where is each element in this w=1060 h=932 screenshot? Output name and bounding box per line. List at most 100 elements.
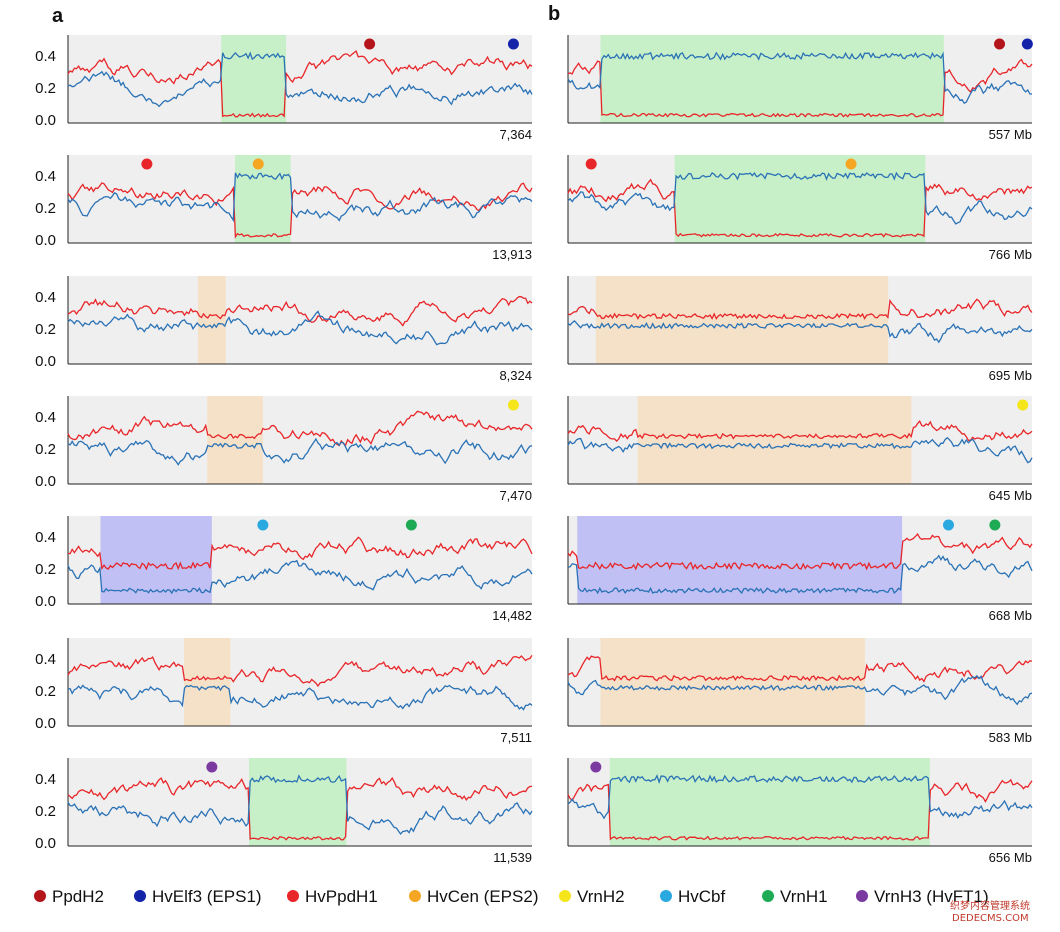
panel-end-label: 645 Mb — [989, 488, 1032, 503]
panel-end-label: 11,539 — [493, 850, 532, 865]
panel-a-4: 0.4 0.2 0.0 7,470 — [35, 396, 533, 503]
legend-label: VrnH3 (HvFT1) — [874, 887, 989, 906]
series-line-blue — [67, 51, 533, 108]
panel-end-label: 7,470 — [499, 488, 532, 503]
legend-swatch — [409, 890, 421, 902]
series-line-blue — [567, 774, 1033, 820]
plot-background — [68, 35, 532, 123]
series-line-blue — [67, 437, 533, 466]
gene-marker — [507, 38, 519, 50]
highlight-region — [235, 155, 291, 243]
legend-item: VrnH3 (HvFT1) — [856, 887, 989, 906]
highlight-region — [600, 638, 865, 726]
panel-end-label: 583 Mb — [989, 730, 1032, 745]
panel-end-label: 668 Mb — [989, 608, 1032, 623]
gene-marker — [1017, 399, 1029, 411]
panel-a-7: 0.4 0.2 0.0 11,539 — [35, 758, 533, 865]
panel-end-label: 656 Mb — [989, 850, 1032, 865]
series-line-red — [67, 776, 533, 841]
y-tick-label: 0.4 — [35, 289, 56, 306]
legend-label: HvCen (EPS2) — [427, 887, 538, 906]
series-line-red — [567, 58, 1033, 118]
series-line-blue — [67, 684, 533, 711]
highlight-region — [100, 516, 212, 604]
series-line-red — [567, 178, 1033, 238]
series-line-red — [567, 420, 1033, 443]
legend-swatch — [559, 890, 571, 902]
legend-swatch — [856, 890, 868, 902]
gene-marker — [405, 519, 417, 531]
legend-label: VrnH2 — [577, 887, 625, 906]
legend-swatch — [134, 890, 146, 902]
plot-background — [68, 638, 532, 726]
series-line-red — [67, 295, 533, 327]
legend-swatch — [762, 890, 774, 902]
gene-marker — [257, 519, 269, 531]
panel-a-2: 0.4 0.2 0.0 13,913 — [35, 155, 533, 262]
y-tick-label: 0.0 — [35, 232, 56, 249]
y-tick-label: 0.4 — [35, 48, 56, 65]
panel-a-5: 0.4 0.2 0.0 14,482 — [35, 516, 533, 623]
panel-a-6: 0.4 0.2 0.0 7,511 — [35, 638, 533, 745]
panel-end-label: 557 Mb — [989, 127, 1032, 142]
y-tick-label: 0.0 — [35, 473, 56, 490]
y-tick-label: 0.0 — [35, 715, 56, 732]
legend-item: HvElf3 (EPS1) — [134, 887, 262, 906]
series-line-red — [67, 410, 533, 447]
panel-end-label: 13,913 — [492, 247, 532, 262]
y-tick-label: 0.2 — [35, 683, 56, 700]
gene-marker — [364, 38, 376, 50]
highlight-region — [609, 758, 930, 846]
series-line-blue — [67, 774, 533, 836]
highlight-region — [674, 155, 926, 243]
gene-marker — [994, 38, 1006, 50]
panel-b-1: 557 Mb — [567, 35, 1033, 142]
series-line-red — [567, 298, 1033, 320]
panel-b-6: 583 Mb — [567, 638, 1033, 745]
gene-marker — [206, 761, 218, 773]
series-line-blue — [67, 172, 533, 223]
gene-marker — [942, 519, 954, 531]
series-line-blue — [567, 320, 1033, 344]
panel-end-label: 8,324 — [499, 368, 532, 383]
series-line-red — [567, 533, 1033, 571]
gene-marker — [1021, 38, 1033, 50]
y-tick-label: 0.4 — [35, 771, 56, 788]
series-line-red — [67, 536, 533, 571]
legend-label: VrnH1 — [780, 887, 828, 906]
panel-b-5: 668 Mb — [567, 516, 1033, 623]
y-tick-label: 0.2 — [35, 200, 56, 217]
gene-marker — [585, 158, 597, 170]
plot-background — [68, 396, 532, 484]
panel-b-2: 766 Mb — [567, 155, 1033, 262]
legend-swatch — [660, 890, 672, 902]
y-tick-label: 0.2 — [35, 321, 56, 338]
legend-item: HvCbf — [660, 887, 726, 906]
legend-item: VrnH2 — [559, 887, 625, 906]
series-line-red — [67, 655, 533, 688]
legend: PpdH2 HvElf3 (EPS1) HvPpdH1 HvCen (EPS2) Vrn… — [34, 887, 989, 906]
y-tick-label: 0.4 — [35, 529, 56, 546]
series-line-red — [567, 655, 1033, 683]
y-tick-label: 0.4 — [35, 168, 56, 185]
highlight-region — [184, 638, 231, 726]
y-tick-label: 0.2 — [35, 80, 56, 97]
legend-label: HvCbf — [678, 887, 726, 906]
watermark-line2: DEDECMS.COM — [952, 913, 1029, 924]
y-tick-label: 0.4 — [35, 409, 56, 426]
watermark: 织梦内容管理系统 DEDECMS.COM — [950, 899, 1030, 924]
y-tick-label: 0.2 — [35, 561, 56, 578]
panel-end-label: 14,482 — [492, 608, 532, 623]
series-line-blue — [567, 674, 1033, 706]
legend-item: HvCen (EPS2) — [409, 887, 538, 906]
series-line-red — [67, 50, 533, 118]
plot-background — [68, 276, 532, 364]
y-tick-label: 0.0 — [35, 112, 56, 129]
highlight-region — [248, 758, 347, 846]
gene-marker — [141, 158, 153, 170]
y-tick-label: 0.2 — [35, 441, 56, 458]
panel-b-3: 695 Mb — [567, 276, 1033, 383]
panel-b-4: 645 Mb — [567, 396, 1033, 503]
panel-a-3: 0.4 0.2 0.0 8,324 — [35, 276, 533, 383]
